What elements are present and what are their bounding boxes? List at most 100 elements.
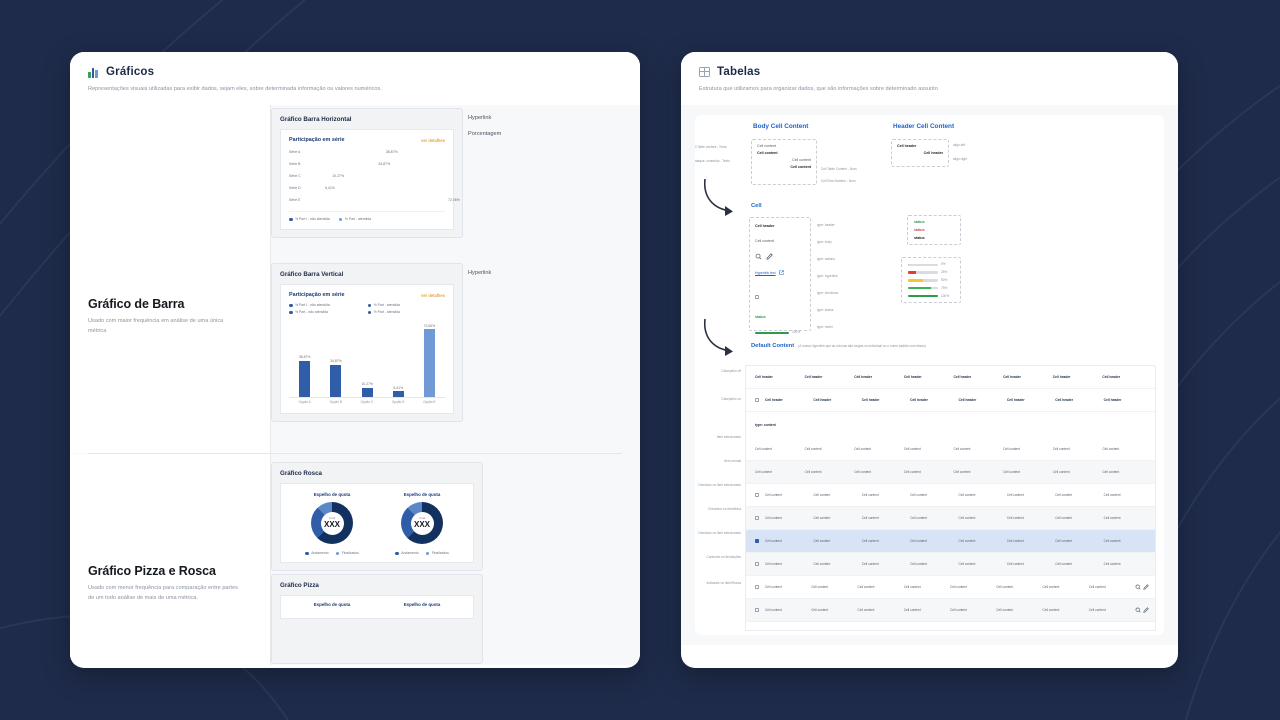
note-body-left-2: Destaque, conteúdo - Texto — [695, 159, 730, 164]
body-cell-item-2: Cell content — [757, 151, 778, 156]
table-cell: Cell content — [1088, 608, 1106, 613]
table-cell: Cell content — [996, 608, 1014, 613]
table-cell: Cell content — [903, 585, 921, 590]
external-link-icon[interactable] — [778, 270, 784, 276]
row-checkbox-cell[interactable] — [752, 538, 762, 544]
checkbox-icon[interactable] — [755, 515, 759, 520]
bar-track: 72,06% — [310, 196, 460, 203]
table-cell: Cell content — [765, 493, 782, 498]
checkbox-icon[interactable] — [755, 584, 759, 589]
chart-hyperlink-h[interactable]: ver detalhes — [421, 137, 445, 143]
table-cell: Cell content — [813, 562, 831, 567]
table-cell: Cell content — [854, 447, 872, 452]
card-vertical-bar: Gráfico Barra Vertical Participação em s… — [271, 263, 463, 422]
table-cell: Cell content — [804, 470, 822, 475]
progress-bar — [908, 279, 938, 282]
chart-hyperlink-v[interactable]: ver detalhes — [421, 292, 445, 298]
bar-fill — [423, 329, 435, 398]
legend-label: Andamento — [401, 551, 419, 556]
table-cell: Cell content — [861, 493, 879, 498]
checkbox-icon[interactable] — [755, 561, 759, 566]
table-cell: Cell content — [811, 585, 829, 590]
table-row[interactable]: Cell content Cell content Cell content Cell… — [746, 438, 1155, 462]
table-cell: Cell content — [1055, 539, 1073, 544]
bar-fill — [299, 360, 311, 398]
table-row[interactable]: Cell content Cell content Cell content Cell… — [746, 599, 1155, 623]
bar-track: 10,27% — [310, 172, 445, 179]
search-icon[interactable] — [1135, 607, 1141, 613]
table-cell: Cell content — [1042, 585, 1060, 590]
table-row[interactable]: Cell content Cell content Cell content Cell… — [746, 553, 1155, 577]
edit-pencil-icon[interactable] — [1143, 607, 1149, 614]
row-checkbox-cell[interactable] — [752, 515, 762, 521]
row-checkbox-cell[interactable] — [752, 397, 762, 403]
table-row[interactable]: Cell content Cell content Cell content Cell… — [746, 530, 1155, 554]
row-checkbox-cell[interactable] — [752, 561, 762, 567]
checkbox-icon[interactable] — [755, 607, 759, 612]
table-row[interactable]: Cell content Cell content Cell content Cell… — [746, 576, 1155, 600]
edit-pencil-icon[interactable] — [766, 253, 773, 261]
checkbox-icon[interactable] — [755, 397, 759, 402]
table-cell: Cell content — [804, 447, 822, 452]
section-desc-pie: Usado com menor frequência para comparaç… — [88, 585, 238, 601]
section-title-bar: Gráfico de Barra — [88, 297, 185, 312]
row-checkbox-cell[interactable] — [752, 492, 762, 498]
heading-body-cell: Body Cell Content — [753, 123, 809, 131]
horizontal-bars: Série A 38,87% Série B 34,87% Série C 10,27% S… — [289, 148, 460, 203]
row-actions-cell[interactable] — [1132, 584, 1149, 591]
table-cell: Cell content — [1103, 539, 1121, 544]
edit-pencil-icon[interactable] — [1143, 584, 1149, 591]
table-cell: Cell content — [958, 493, 976, 498]
table-cell: Cell header — [813, 398, 832, 403]
table-row[interactable]: Cell content Cell content Cell content Cell… — [746, 484, 1155, 508]
table-cell: Cell header — [1052, 375, 1071, 380]
type-content-label: type: content — [755, 423, 776, 428]
meter-label: 25% — [941, 270, 948, 275]
table-row-label: Cabeçalho off — [721, 369, 741, 374]
cell-variant-actions[interactable] — [755, 253, 805, 261]
checkbox-icon[interactable] — [755, 295, 759, 300]
search-icon[interactable] — [755, 253, 762, 260]
table-icon — [699, 67, 710, 77]
table-cell: Cell header — [903, 375, 922, 380]
table-header-row-selectable[interactable]: Cell header Cell header Cell header Cell he… — [746, 389, 1155, 413]
table-cell: Cell content — [1006, 539, 1024, 544]
table-cell: Cell header — [861, 398, 880, 403]
search-icon[interactable] — [1135, 584, 1141, 590]
checkbox-icon[interactable] — [755, 492, 759, 497]
cell-variant-checkbox[interactable] — [755, 286, 805, 304]
note-body-right-1: Cell Table Content - Num — [821, 167, 857, 172]
meter-row: 0% — [908, 262, 954, 267]
row-checkbox-cell[interactable] — [752, 607, 762, 613]
table-cell: Cell content — [765, 539, 782, 544]
cell-variant-link[interactable]: Hyperlink text — [755, 270, 805, 276]
cell-variant-note: type: actions — [817, 257, 835, 262]
table-row[interactable]: Cell content Cell content Cell content Cell… — [746, 507, 1155, 531]
hyperlink-text[interactable]: Hyperlink text — [755, 270, 776, 275]
bar-category-label: Série C — [289, 173, 301, 178]
table-row[interactable]: Cell content Cell content Cell content Cell… — [746, 461, 1155, 485]
meter-row: 25% — [908, 270, 954, 275]
table-cell: Cell content — [1088, 585, 1106, 590]
donut-chart-2: Espelho de quota Total XXX Andamento Fin… — [395, 492, 449, 555]
bar-fill — [361, 387, 373, 398]
row-checkbox-cell[interactable] — [752, 584, 762, 590]
table-cell: Cell content — [811, 608, 829, 613]
charts-panel-title: Gráficos — [106, 66, 155, 78]
legend-item: % Part - não atendida — [289, 310, 358, 314]
bar-value-label: 38,87% — [298, 355, 311, 360]
anno-hyperlink-h: Hyperlink — [468, 115, 492, 122]
table-cell: Cell content — [857, 608, 875, 613]
chart-vertical-bar: Participação em série ver detalhes % Par… — [280, 284, 454, 414]
row-actions-cell[interactable] — [1132, 607, 1149, 614]
checkbox-icon[interactable] — [755, 538, 759, 543]
table-cell: Cell content — [765, 585, 782, 590]
table-row-label: Item selecionado — [716, 435, 741, 440]
legend-label: % Part - atendida — [344, 217, 372, 222]
body-cell-box: Cell content Cell content Cell content C… — [751, 139, 817, 186]
charts-panel-header: Gráficos Representações visuais utilizad… — [70, 52, 640, 106]
table-cell: Cell content — [1006, 562, 1024, 567]
card-title-horizontal: Gráfico Barra Horizontal — [280, 116, 352, 124]
table-cell: Cell content — [813, 493, 831, 498]
bar-track: 34,87% — [310, 160, 445, 167]
